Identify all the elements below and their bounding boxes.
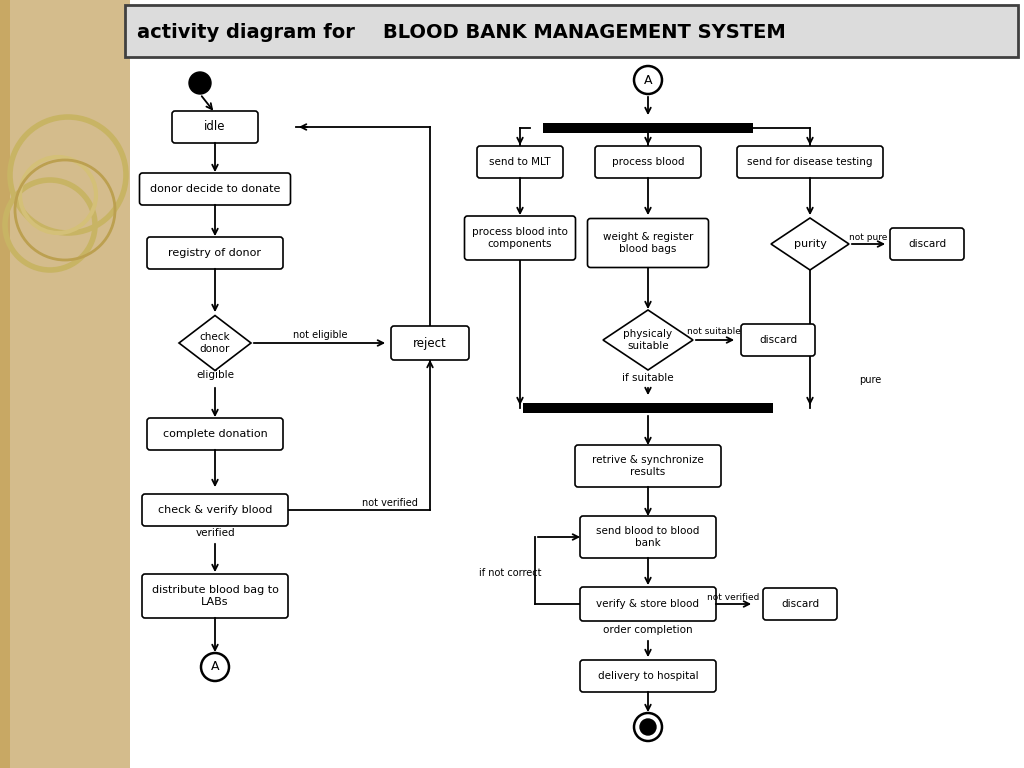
Text: not eligible: not eligible [293,330,347,340]
Polygon shape [603,310,693,370]
FancyBboxPatch shape [580,660,716,692]
Text: reject: reject [413,336,446,349]
Text: activity diagram for: activity diagram for [137,24,361,42]
FancyBboxPatch shape [741,324,815,356]
Text: verify & store blood: verify & store blood [597,599,699,609]
FancyBboxPatch shape [147,237,283,269]
Text: discard: discard [908,239,946,249]
FancyBboxPatch shape [142,574,288,618]
FancyBboxPatch shape [391,326,469,360]
Text: verified: verified [196,528,234,538]
FancyBboxPatch shape [147,418,283,450]
FancyBboxPatch shape [763,588,837,620]
Circle shape [189,72,211,94]
FancyBboxPatch shape [172,111,258,143]
Text: purity: purity [794,239,826,249]
Text: send to MLT: send to MLT [489,157,551,167]
Polygon shape [771,218,849,270]
Circle shape [201,653,229,681]
FancyBboxPatch shape [465,216,575,260]
FancyBboxPatch shape [588,219,709,267]
Text: check & verify blood: check & verify blood [158,505,272,515]
Text: distribute blood bag to
LABs: distribute blood bag to LABs [152,584,279,607]
Text: process blood into
components: process blood into components [472,227,568,249]
Text: idle: idle [204,121,225,134]
Text: eligible: eligible [196,370,234,380]
Text: BLOOD BANK MANAGEMENT SYSTEM: BLOOD BANK MANAGEMENT SYSTEM [383,24,785,42]
Text: retrive & synchronize
results: retrive & synchronize results [592,455,703,477]
FancyBboxPatch shape [890,228,964,260]
Bar [10,0,130,768]
Bar [125,5,1018,57]
Text: if not correct: if not correct [479,568,542,578]
FancyBboxPatch shape [595,146,701,178]
FancyBboxPatch shape [737,146,883,178]
Circle shape [634,66,662,94]
Bar [543,123,753,133]
Text: send blood to blood
bank: send blood to blood bank [596,526,699,548]
Text: not pure: not pure [849,233,887,241]
Text: A: A [644,74,652,87]
Text: send for disease testing: send for disease testing [748,157,872,167]
Text: not verified: not verified [707,592,759,601]
FancyBboxPatch shape [580,587,716,621]
FancyBboxPatch shape [575,445,721,487]
Text: discard: discard [781,599,819,609]
FancyBboxPatch shape [142,494,288,526]
Text: complete donation: complete donation [163,429,267,439]
Circle shape [640,719,656,735]
Text: pure: pure [859,375,881,385]
Bar [523,403,773,413]
Text: weight & register
blood bags: weight & register blood bags [603,232,693,254]
Text: if suitable: if suitable [623,373,674,383]
Text: physicaly
suitable: physicaly suitable [624,329,673,351]
Text: registry of donor: registry of donor [169,248,261,258]
Text: not verified: not verified [362,498,418,508]
Text: process blood: process blood [611,157,684,167]
Text: not suitable: not suitable [687,327,741,336]
Circle shape [634,713,662,741]
Text: donor decide to donate: donor decide to donate [150,184,281,194]
Text: A: A [211,660,219,674]
FancyBboxPatch shape [477,146,563,178]
Text: delivery to hospital: delivery to hospital [598,671,698,681]
Text: order completion: order completion [603,625,693,635]
FancyBboxPatch shape [139,173,291,205]
FancyBboxPatch shape [580,516,716,558]
Bar [0,0,130,768]
Text: check
donor: check donor [200,332,230,354]
Text: discard: discard [759,335,797,345]
Polygon shape [179,316,251,370]
